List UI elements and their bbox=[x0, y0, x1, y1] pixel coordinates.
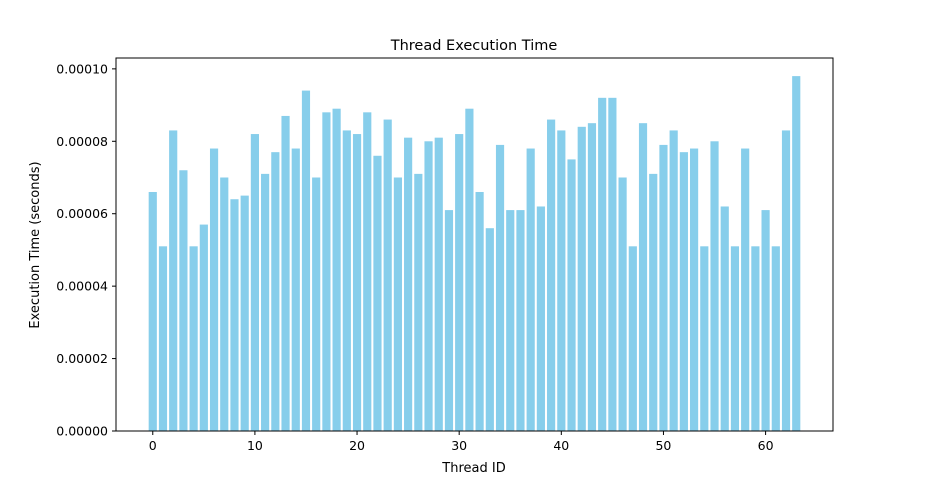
bar-thread-17 bbox=[322, 112, 331, 431]
bar-thread-58 bbox=[741, 148, 750, 431]
bar-thread-39 bbox=[547, 119, 556, 431]
bar-thread-57 bbox=[730, 246, 740, 431]
bar-thread-8 bbox=[230, 199, 239, 431]
y-axis-label: Execution Time (seconds) bbox=[28, 161, 43, 328]
bar-thread-62 bbox=[781, 130, 791, 431]
bar-thread-40 bbox=[557, 130, 566, 431]
bar-thread-36 bbox=[516, 210, 525, 431]
bar-thread-6 bbox=[209, 148, 219, 431]
bar-thread-7 bbox=[220, 177, 229, 431]
bar-thread-25 bbox=[404, 137, 413, 432]
bar-thread-1 bbox=[158, 246, 168, 431]
x-tick-label: 30 bbox=[451, 438, 467, 453]
bar-thread-23 bbox=[383, 119, 392, 431]
bar-thread-29 bbox=[444, 210, 454, 431]
bar-thread-35 bbox=[506, 210, 515, 431]
bar-thread-49 bbox=[649, 173, 658, 431]
bar-thread-28 bbox=[434, 137, 443, 432]
bar-thread-9 bbox=[240, 195, 249, 431]
x-tick-label: 10 bbox=[247, 438, 263, 453]
x-tick-label: 20 bbox=[349, 438, 365, 453]
bar-thread-27 bbox=[424, 141, 433, 432]
bar-thread-19 bbox=[342, 130, 351, 431]
bar-thread-59 bbox=[751, 246, 760, 431]
y-tick-label: 0.00010 bbox=[56, 61, 108, 76]
bar-thread-31 bbox=[465, 108, 474, 431]
bar-thread-10 bbox=[250, 134, 259, 432]
bar-thread-5 bbox=[199, 224, 208, 431]
bar-thread-18 bbox=[332, 108, 341, 431]
y-tick-label: 0.00006 bbox=[56, 206, 108, 221]
bar-thread-43 bbox=[587, 123, 597, 432]
bar-thread-45 bbox=[608, 97, 617, 431]
y-tick-label: 0.00008 bbox=[56, 134, 108, 149]
bar-thread-34 bbox=[495, 144, 505, 431]
x-tick-label: 0 bbox=[149, 438, 157, 453]
x-axis-ticks: 0 10 20 30 40 50 60 bbox=[149, 431, 774, 453]
x-tick-label: 40 bbox=[553, 438, 569, 453]
y-tick-label: 0.00004 bbox=[56, 279, 108, 294]
x-axis-label: Thread ID bbox=[441, 461, 505, 476]
bar-thread-55 bbox=[710, 141, 719, 432]
bars-group bbox=[148, 76, 801, 432]
x-tick-label: 60 bbox=[758, 438, 774, 453]
bar-thread-13 bbox=[281, 115, 290, 431]
plot-frame bbox=[115, 57, 834, 432]
bar-thread-44 bbox=[598, 97, 607, 431]
chart-title: Thread Execution Time bbox=[390, 38, 558, 54]
bar-thread-51 bbox=[669, 130, 678, 431]
bar-thread-46 bbox=[618, 177, 627, 431]
bar-thread-26 bbox=[414, 173, 423, 431]
y-axis-ticks: 0.00000 0.00002 0.00004 0.00006 0.00008 0.000… bbox=[56, 61, 116, 439]
y-tick-label: 0.00000 bbox=[56, 424, 108, 439]
bar-thread-30 bbox=[455, 134, 464, 432]
bar-thread-47 bbox=[628, 246, 637, 431]
bar-thread-54 bbox=[700, 246, 709, 431]
bar-thread-63 bbox=[792, 76, 801, 432]
bar-thread-56 bbox=[720, 206, 729, 431]
bar-thread-3 bbox=[179, 170, 188, 431]
bar-thread-50 bbox=[659, 144, 668, 431]
bar-thread-52 bbox=[679, 152, 688, 431]
bar-thread-61 bbox=[771, 246, 780, 431]
x-tick-label: 50 bbox=[655, 438, 671, 453]
bar-thread-20 bbox=[352, 134, 362, 432]
bar-thread-4 bbox=[189, 246, 198, 431]
bar-thread-53 bbox=[690, 148, 699, 431]
bar-thread-21 bbox=[363, 112, 372, 431]
bar-thread-38 bbox=[536, 206, 545, 431]
bar-thread-60 bbox=[761, 210, 770, 431]
y-tick-label: 0.00002 bbox=[56, 351, 108, 366]
bar-thread-32 bbox=[475, 191, 484, 431]
bar-thread-0 bbox=[148, 191, 157, 431]
bar-thread-48 bbox=[638, 123, 648, 432]
bar-thread-16 bbox=[312, 177, 321, 431]
bar-thread-42 bbox=[577, 126, 586, 431]
bar-thread-41 bbox=[567, 159, 576, 431]
bar-thread-12 bbox=[271, 152, 280, 431]
bar-thread-33 bbox=[485, 228, 494, 431]
bar-thread-11 bbox=[261, 173, 270, 431]
bar-thread-22 bbox=[373, 155, 382, 431]
bar-thread-14 bbox=[291, 148, 300, 431]
bar-thread-37 bbox=[526, 148, 535, 431]
bar-thread-2 bbox=[169, 130, 178, 431]
bar-thread-24 bbox=[393, 177, 402, 431]
bar-thread-15 bbox=[301, 90, 311, 431]
